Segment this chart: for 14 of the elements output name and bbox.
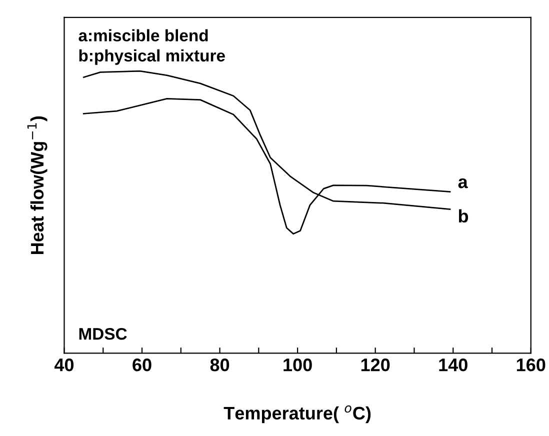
x-tick-label: 140 <box>439 358 468 372</box>
x-tick-label: 80 <box>210 358 230 372</box>
x-tick-label: 160 <box>516 358 546 372</box>
x-tick-label: 40 <box>54 358 74 372</box>
series-label: b <box>458 209 468 223</box>
x-tick-label: 60 <box>132 358 152 372</box>
series-label: a <box>458 178 468 188</box>
x-tick-label: 100 <box>284 358 312 372</box>
y-axis-title: Heat flow(Wg$^{−1}$) <box>27 116 48 254</box>
annotation: MDSC <box>79 328 127 340</box>
text: b:physical mixture <box>79 49 225 65</box>
x-axis-title: Temperature( $^{o}$C) <box>224 405 371 424</box>
text: a:miscible blend <box>78 29 208 42</box>
x-tick-label: 120 <box>361 358 390 372</box>
